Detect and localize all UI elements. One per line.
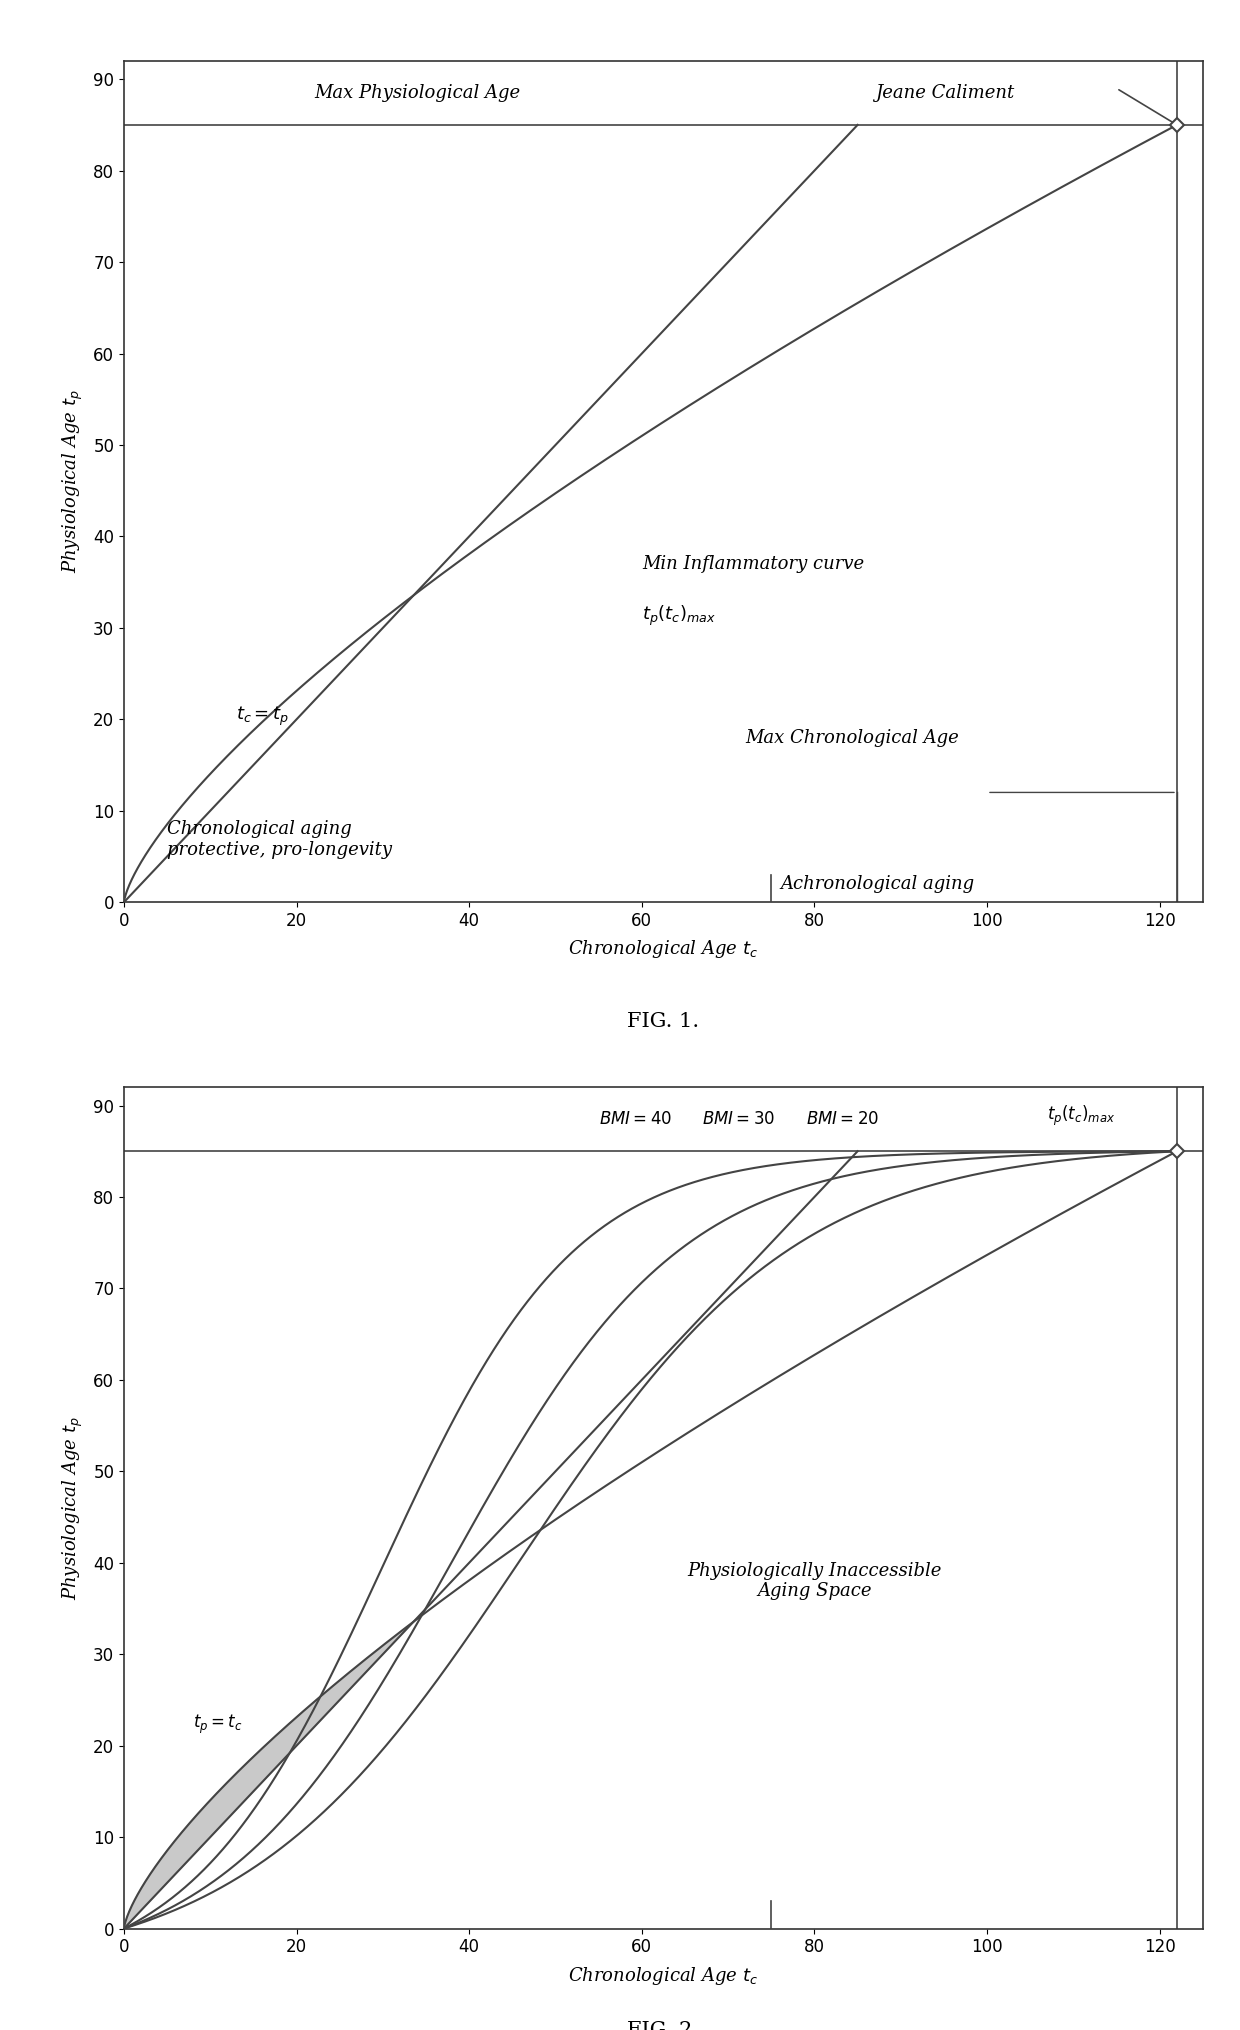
Text: Jeane Caliment: Jeane Caliment <box>875 83 1014 102</box>
Text: $t_p=t_c$: $t_p=t_c$ <box>193 1713 243 1736</box>
Y-axis label: Physiological Age $t_p$: Physiological Age $t_p$ <box>61 1417 84 1600</box>
Text: Min Inflammatory curve: Min Inflammatory curve <box>642 554 864 572</box>
Text: $t_c=t_p$: $t_c=t_p$ <box>236 704 289 729</box>
Text: $t_p(t_c)_{max}$: $t_p(t_c)_{max}$ <box>1048 1104 1116 1129</box>
Text: FIG. 1.: FIG. 1. <box>627 1011 699 1031</box>
Text: Chronological aging
protective, pro-longevity: Chronological aging protective, pro-long… <box>167 820 392 859</box>
X-axis label: Chronological Age $t_c$: Chronological Age $t_c$ <box>568 1965 759 1987</box>
Y-axis label: Physiological Age $t_p$: Physiological Age $t_p$ <box>61 390 84 572</box>
Text: $BMI=20$: $BMI=20$ <box>806 1110 879 1129</box>
Text: FIG. 2.: FIG. 2. <box>627 2022 699 2030</box>
Text: $BMI=30$: $BMI=30$ <box>702 1110 775 1129</box>
Text: $BMI=40$: $BMI=40$ <box>599 1110 672 1129</box>
Text: Achronological aging: Achronological aging <box>780 875 975 893</box>
Text: Max Physiological Age: Max Physiological Age <box>314 83 520 102</box>
Text: Max Chronological Age: Max Chronological Age <box>745 729 959 747</box>
Text: Physiologically Inaccessible
Aging Space: Physiologically Inaccessible Aging Space <box>687 1561 941 1600</box>
Text: $t_p(t_c)_{max}$: $t_p(t_c)_{max}$ <box>642 603 715 627</box>
X-axis label: Chronological Age $t_c$: Chronological Age $t_c$ <box>568 938 759 960</box>
